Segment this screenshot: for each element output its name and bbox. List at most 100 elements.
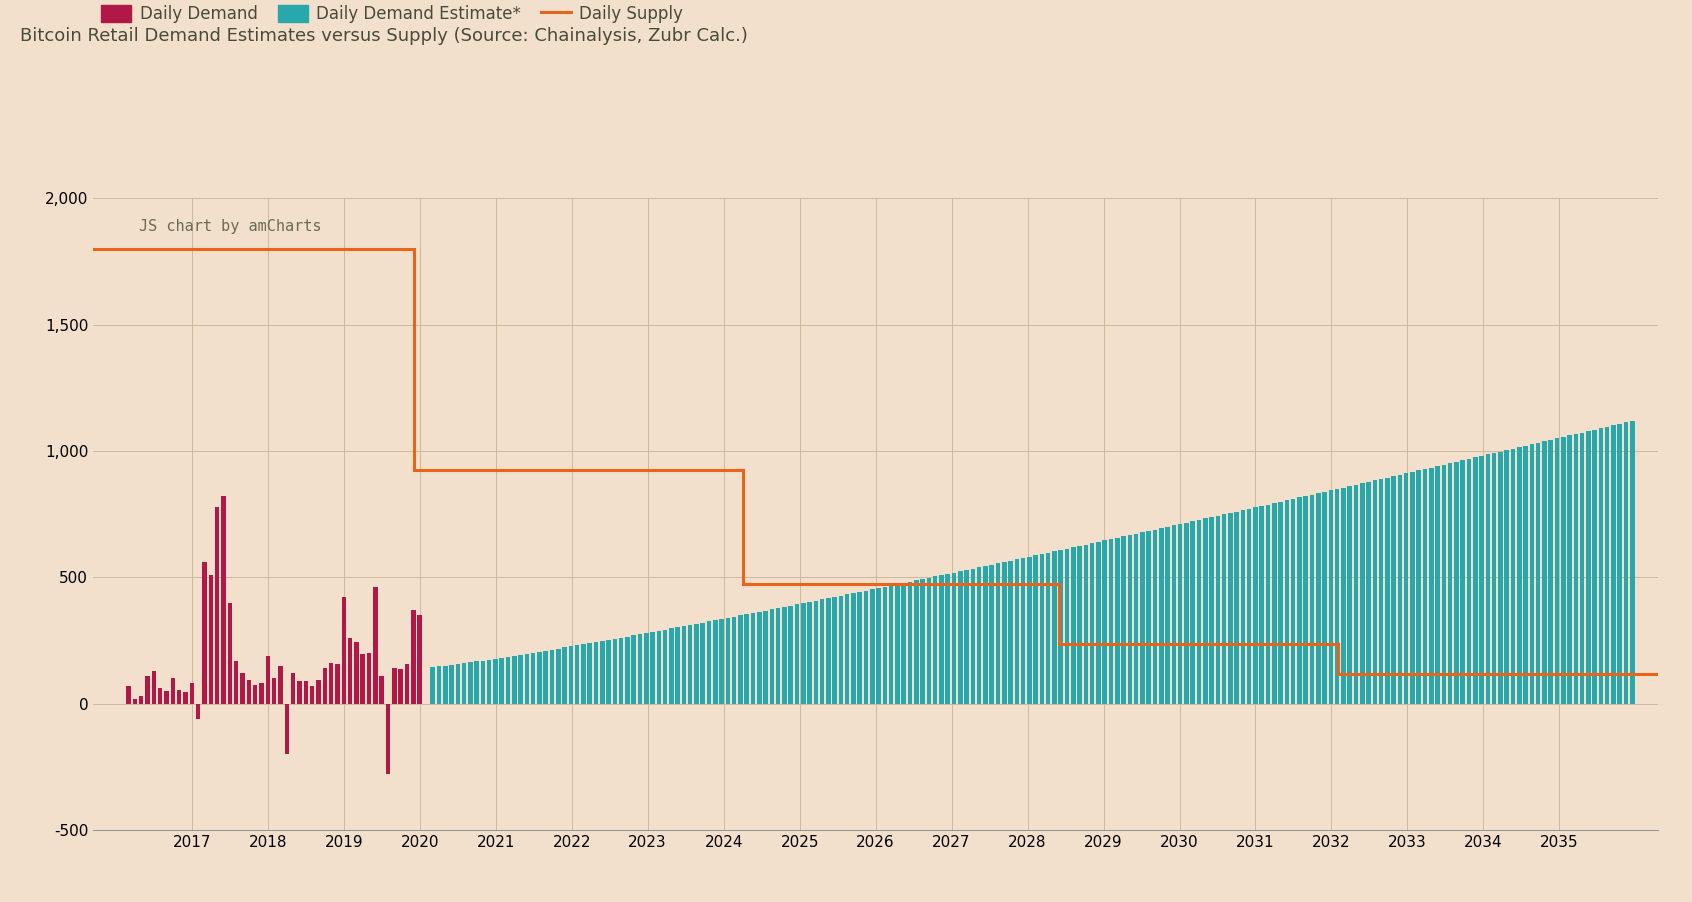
Bar (1321, 492, 1327, 704)
Bar (1354, 484, 1359, 704)
Bar (920, 579, 926, 704)
Bar (763, 611, 768, 704)
Bar (183, 692, 188, 704)
Bar (839, 595, 843, 704)
Bar (1039, 554, 1044, 704)
Bar (726, 618, 731, 704)
Bar (132, 698, 137, 704)
Bar (865, 591, 868, 704)
Bar (800, 603, 805, 704)
Bar (580, 644, 585, 704)
Bar (613, 639, 618, 704)
Bar (196, 704, 200, 719)
Bar (1435, 466, 1440, 704)
Bar (832, 597, 838, 704)
Bar (656, 630, 662, 704)
Bar (474, 661, 479, 704)
Bar (1152, 529, 1157, 704)
Bar (1555, 438, 1560, 704)
Bar (1365, 482, 1371, 704)
Bar (298, 681, 301, 704)
Bar (1404, 474, 1408, 704)
Bar (569, 647, 574, 704)
Bar (227, 603, 232, 704)
Bar (1090, 543, 1095, 704)
Bar (1240, 511, 1245, 704)
Bar (1020, 558, 1025, 704)
Bar (587, 643, 592, 704)
Bar (983, 566, 988, 704)
Bar (858, 592, 861, 704)
Bar (335, 665, 340, 704)
Bar (1052, 551, 1058, 704)
Bar (418, 615, 421, 704)
Bar (1618, 424, 1623, 704)
Bar (303, 681, 308, 704)
Bar (631, 635, 636, 704)
Bar (619, 638, 623, 704)
Bar (1147, 531, 1151, 704)
Bar (777, 608, 780, 704)
Bar (795, 604, 799, 704)
Bar (367, 653, 371, 704)
Bar (1328, 491, 1333, 704)
Bar (1310, 494, 1315, 704)
Bar (127, 686, 130, 704)
Bar (1386, 477, 1389, 704)
Bar (562, 648, 567, 704)
Bar (146, 676, 151, 704)
Bar (575, 645, 579, 704)
Bar (738, 615, 743, 704)
Bar (946, 574, 949, 704)
Bar (1342, 488, 1345, 704)
Bar (266, 656, 271, 704)
Bar (1196, 520, 1201, 704)
Bar (1228, 513, 1233, 704)
Bar (1335, 489, 1340, 704)
Bar (1002, 562, 1007, 704)
Bar (1127, 535, 1132, 704)
Bar (682, 626, 687, 704)
Bar (1530, 445, 1535, 704)
Bar (939, 575, 944, 704)
Bar (1511, 448, 1516, 704)
Bar (902, 583, 905, 704)
Bar (316, 679, 321, 704)
Bar (1279, 502, 1283, 704)
Bar (411, 610, 416, 704)
Bar (233, 660, 239, 704)
Bar (518, 655, 523, 704)
Bar (469, 662, 472, 704)
Bar (247, 679, 250, 704)
Bar (770, 610, 775, 704)
Bar (513, 656, 516, 704)
Bar (1108, 539, 1113, 704)
Bar (1585, 431, 1590, 704)
Bar (1624, 422, 1628, 704)
Bar (492, 658, 497, 704)
Bar (1474, 457, 1477, 704)
Bar (1360, 483, 1364, 704)
Bar (536, 651, 541, 704)
Bar (437, 667, 442, 704)
Bar (1134, 534, 1139, 704)
Bar (964, 570, 970, 704)
Bar (481, 660, 486, 704)
Bar (990, 565, 993, 704)
Bar (888, 585, 893, 704)
Bar (1103, 540, 1107, 704)
Bar (1191, 521, 1195, 704)
Bar (1423, 469, 1428, 704)
Bar (310, 686, 315, 704)
Bar (171, 678, 174, 704)
Bar (1347, 486, 1352, 704)
Bar (284, 704, 289, 754)
Bar (347, 638, 352, 704)
Bar (932, 576, 937, 704)
Bar (379, 676, 384, 704)
Bar (895, 584, 900, 704)
Bar (976, 567, 981, 704)
Bar (645, 633, 648, 704)
Bar (1467, 459, 1472, 704)
Bar (733, 617, 736, 704)
